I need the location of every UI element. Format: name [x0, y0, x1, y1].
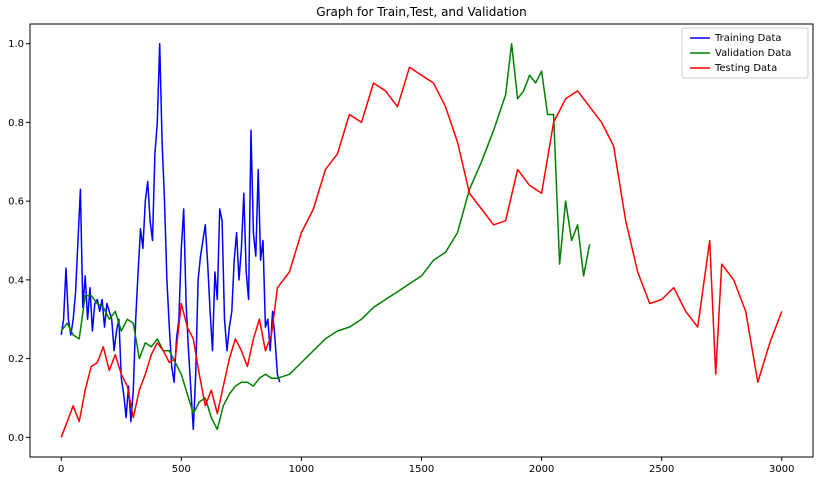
x-tick-label: 1000: [289, 464, 314, 475]
y-tick-label: 0.4: [8, 275, 24, 286]
x-tick-label: 0: [58, 464, 64, 475]
legend-label-testing: Testing Data: [714, 63, 777, 74]
legend-label-training: Training Data: [714, 33, 782, 44]
y-tick-label: 0.0: [8, 433, 24, 444]
y-tick-label: 0.6: [8, 197, 24, 208]
chart-title: Graph for Train,Test, and Validation: [316, 5, 526, 19]
legend-label-validation: Validation Data: [715, 48, 791, 59]
y-tick-label: 0.8: [8, 118, 24, 129]
x-axis: 0 500 1000 1500 2000 2500 3000: [58, 457, 795, 475]
y-tick-label: 0.2: [8, 354, 24, 365]
x-tick-label: 2500: [649, 464, 674, 475]
series-line-validation: [60, 42, 591, 431]
legend-box: [681, 27, 809, 79]
plot-area: [29, 23, 814, 458]
x-tick-label: 500: [172, 464, 191, 475]
y-axis: 0.0 0.2 0.4 0.6 0.8 1.0: [8, 39, 30, 444]
x-tick-label: 3000: [769, 464, 794, 475]
series-line-testing: [60, 66, 783, 438]
y-tick-label: 1.0: [8, 39, 24, 50]
series-line-training: [60, 42, 281, 431]
x-tick-label: 2000: [529, 464, 554, 475]
legend: Training Data Validation Data Testing Da…: [681, 27, 809, 79]
series-lines: [60, 42, 783, 438]
x-tick-label: 1500: [409, 464, 434, 475]
